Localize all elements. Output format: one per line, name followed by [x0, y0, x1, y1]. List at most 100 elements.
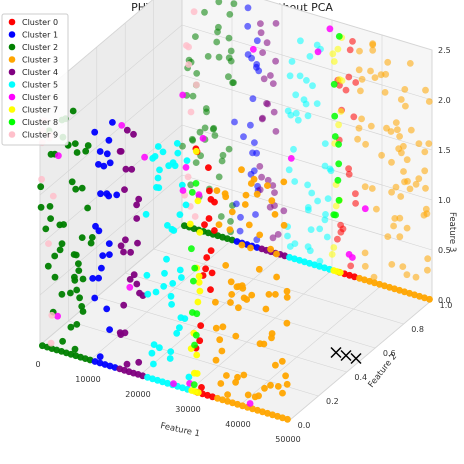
scatter-point [392, 119, 400, 126]
scatter-point [213, 38, 221, 46]
scatter-point [313, 100, 321, 107]
scatter-point [215, 0, 223, 6]
scatter-point [210, 124, 218, 132]
scatter-point [153, 184, 160, 191]
scatter-point [355, 124, 363, 132]
scatter-point [202, 265, 210, 273]
scatter-point [233, 200, 240, 208]
scatter-point [59, 337, 66, 345]
scatter-point [56, 246, 64, 254]
scatter-point [55, 152, 62, 160]
legend-marker [8, 18, 16, 26]
scatter-point [78, 234, 86, 242]
scatter-point [42, 225, 50, 233]
scatter-point [244, 391, 252, 399]
scatter-point [96, 353, 104, 361]
grid-y-floor [153, 248, 404, 325]
scatter-point [421, 167, 429, 175]
scatter-point [150, 341, 158, 348]
scatter-point [189, 309, 196, 316]
scatter-point [336, 269, 344, 276]
scatter-point [106, 159, 114, 167]
scatter-point [238, 166, 245, 174]
scatter-point [120, 301, 128, 309]
scatter-point [272, 127, 280, 135]
scatter-point [226, 226, 234, 234]
scatter-point [169, 159, 177, 167]
scatter-point [118, 122, 126, 129]
scatter-point [394, 126, 401, 134]
scatter-point [269, 234, 277, 242]
scatter-point [190, 277, 197, 285]
scatter-point [95, 274, 102, 282]
scatter-point [215, 173, 223, 181]
scatter-point [92, 222, 99, 230]
scatter-point [213, 187, 221, 195]
scatter-point [167, 292, 175, 300]
scatter-point [193, 70, 201, 77]
scatter-point [261, 384, 268, 392]
scatter-point [403, 224, 411, 232]
scatter-point [381, 89, 389, 96]
x-tick-label: 0 [35, 360, 40, 369]
scatter-point [79, 275, 87, 283]
scatter-point [390, 222, 397, 230]
scatter-point [48, 311, 56, 319]
scatter-point [239, 284, 247, 292]
scatter-point [297, 37, 304, 45]
scatter-point [352, 190, 359, 198]
scatter-point [182, 201, 190, 209]
scatter-point [267, 381, 274, 389]
scatter-point [47, 215, 54, 223]
scatter-point [272, 361, 279, 369]
y-tick-label: 0.0 [298, 421, 311, 430]
scatter-point [232, 332, 240, 340]
scatter-point [211, 198, 218, 206]
scatter-point [195, 191, 203, 199]
scatter-point [361, 262, 369, 270]
scatter-point [160, 283, 168, 290]
x-axis-label: Feature 1 [159, 421, 200, 439]
scatter-point [178, 181, 186, 189]
scatter-point [248, 291, 256, 299]
scatter-point [84, 142, 92, 149]
scatter-point [130, 271, 138, 279]
legend-marker [8, 56, 16, 63]
scatter-point [228, 208, 236, 216]
scatter-point [274, 383, 282, 390]
scatter-point [304, 112, 312, 120]
scatter-point [143, 271, 151, 279]
scatter-point [188, 188, 196, 196]
scatter-point [324, 195, 332, 203]
scatter-point [330, 58, 338, 65]
scatter-point [232, 378, 240, 386]
scatter-point [96, 148, 104, 155]
scatter-point [284, 232, 291, 240]
legend-label: Cluster 3 [22, 56, 58, 65]
scatter-point [244, 4, 252, 12]
scatter-point [225, 54, 233, 62]
scatter-point [205, 164, 212, 172]
scatter-point [425, 140, 433, 148]
scatter-point [268, 197, 276, 205]
scatter-point [422, 184, 429, 192]
legend-marker [8, 93, 16, 101]
scatter-point [424, 255, 432, 263]
legend-marker [8, 31, 16, 38]
scatter-point [70, 251, 78, 258]
scatter-point [330, 80, 338, 88]
scatter-point [196, 128, 204, 136]
scatter-point [189, 92, 197, 100]
scatter-point [332, 202, 340, 210]
legend-label: Cluster 5 [22, 81, 58, 90]
z-tick-label: 2.5 [438, 46, 451, 55]
scatter-point [321, 162, 329, 170]
scatter-point [218, 347, 226, 355]
legend-marker [8, 118, 16, 126]
scatter-point [397, 193, 405, 200]
scatter-point [392, 183, 400, 191]
scatter-point [358, 115, 365, 123]
y-tick-label: 0.6 [383, 349, 396, 358]
scatter-point [336, 76, 343, 83]
scatter-point [407, 126, 415, 134]
